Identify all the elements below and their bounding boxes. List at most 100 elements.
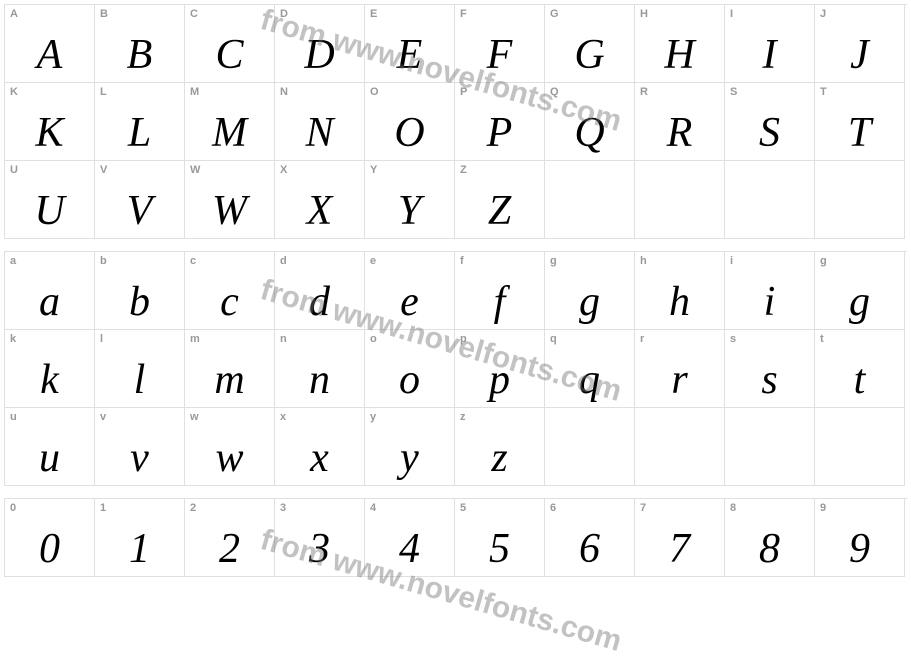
glyph-cell: nn [275,330,365,408]
glyph-label: R [640,86,648,98]
glyph-cell: II [725,5,815,83]
glyph-label: y [370,411,376,423]
glyph-label: s [730,333,736,345]
glyph-cell: tt [815,330,905,408]
glyph-label: m [190,333,200,345]
glyph-display: 3 [309,528,330,570]
glyph-cell [635,408,725,486]
glyph-display: W [212,190,247,232]
glyph-display: v [130,437,149,479]
glyph-label: 3 [280,502,286,514]
glyph-cell: GG [545,5,635,83]
glyph-cell: 99 [815,499,905,577]
glyph-label: E [370,8,377,20]
glyph-cell: uu [5,408,95,486]
glyph-display: O [394,112,424,154]
glyph-display: A [37,34,63,76]
glyph-display: I [763,34,777,76]
glyph-cell: ee [365,252,455,330]
glyph-label: g [550,255,557,267]
glyph-label: g [820,255,827,267]
glyph-display: g [849,281,870,323]
glyph-display: h [669,281,690,323]
glyph-display: 8 [759,528,780,570]
glyph-display: e [400,281,419,323]
glyph-cell: FF [455,5,545,83]
glyph-label: l [100,333,103,345]
glyph-cell: zz [455,408,545,486]
glyph-cell: bb [95,252,185,330]
glyph-label: O [370,86,379,98]
glyph-display: U [34,190,64,232]
glyph-display: d [309,281,330,323]
glyph-display: 6 [579,528,600,570]
glyph-label: Q [550,86,559,98]
glyph-display: G [574,34,604,76]
glyph-label: 8 [730,502,736,514]
glyph-display: C [215,34,243,76]
glyph-display: 9 [849,528,870,570]
glyph-display: g [579,281,600,323]
glyph-display: b [129,281,150,323]
glyph-display: Y [398,190,421,232]
glyph-display: J [850,34,869,76]
glyph-label: V [100,164,107,176]
glyph-display: B [127,34,153,76]
glyph-display: D [304,34,334,76]
glyph-cell: 00 [5,499,95,577]
glyph-display: w [215,437,243,479]
glyph-label: 0 [10,502,16,514]
glyph-cell: ii [725,252,815,330]
glyph-cell [725,408,815,486]
glyph-label: v [100,411,106,423]
glyph-label: 2 [190,502,196,514]
glyph-cell: VV [95,161,185,239]
glyph-cell: RR [635,83,725,161]
glyph-label: q [550,333,557,345]
glyph-label: x [280,411,286,423]
glyph-cell [815,161,905,239]
glyph-cell [545,161,635,239]
glyph-label: L [100,86,107,98]
glyph-cell: rr [635,330,725,408]
glyph-cell: ss [725,330,815,408]
glyph-display: 0 [39,528,60,570]
glyph-cell: OO [365,83,455,161]
glyph-label: f [460,255,464,267]
glyph-display: L [128,112,151,154]
glyph-cell: mm [185,330,275,408]
glyph-display: x [310,437,329,479]
glyph-display: R [667,112,693,154]
glyph-cell: QQ [545,83,635,161]
glyph-display: 1 [129,528,150,570]
glyph-label: 4 [370,502,376,514]
glyph-display: 4 [399,528,420,570]
glyph-display: E [397,34,423,76]
glyph-label: p [460,333,467,345]
glyph-display: i [764,281,776,323]
glyph-label: 9 [820,502,826,514]
glyph-display: p [489,359,510,401]
glyph-display: m [214,359,244,401]
glyph-label: S [730,86,737,98]
glyph-display: k [40,359,59,401]
glyph-cell: cc [185,252,275,330]
glyph-cell: AA [5,5,95,83]
glyph-cell [545,408,635,486]
glyph-display: s [761,359,777,401]
glyph-cell: 88 [725,499,815,577]
watermark: from www.novelfonts.com [257,3,626,139]
glyph-display: 7 [669,528,690,570]
glyph-cell: JJ [815,5,905,83]
glyph-cell: 11 [95,499,185,577]
glyph-display: 2 [219,528,240,570]
glyph-label: Y [370,164,377,176]
glyph-label: r [640,333,644,345]
glyph-cell: DD [275,5,365,83]
glyph-cell: SS [725,83,815,161]
glyph-label: I [730,8,733,20]
glyph-label: c [190,255,196,267]
glyph-label: J [820,8,826,20]
glyph-label: A [10,8,18,20]
glyph-display: 5 [489,528,510,570]
